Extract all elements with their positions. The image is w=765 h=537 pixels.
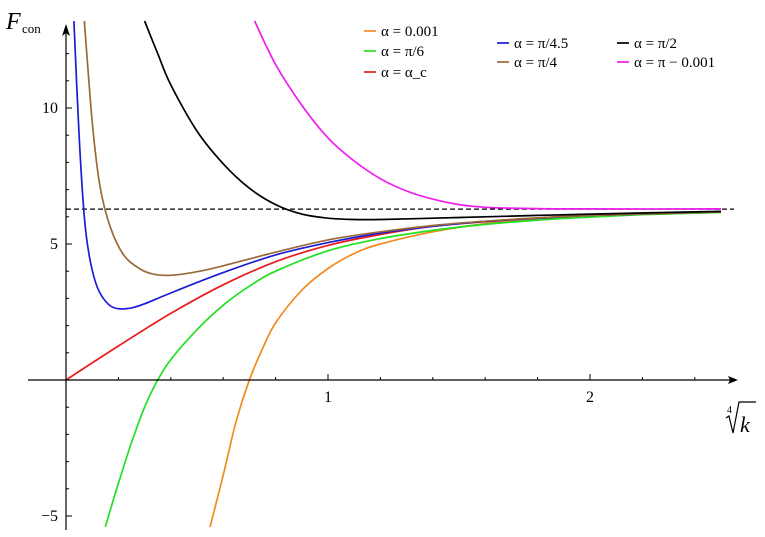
y-tick-label: 10 — [42, 100, 58, 117]
series-group — [65, 20, 722, 528]
legend-label: α = π/2 — [634, 36, 677, 52]
series-line-6 — [143, 20, 722, 221]
y-axis-label-subscript: con — [22, 21, 41, 36]
x-axis-label-index: 4 — [727, 405, 732, 416]
x-axis-arrow — [728, 376, 738, 384]
legend-label: α = π/6 — [381, 44, 425, 60]
legend: α = 0.001 α = π/6 α = α_c α = π/4.5 α = π/4 α… — [364, 24, 715, 81]
x-axis-label-radical — [725, 401, 756, 434]
series-line-7 — [253, 20, 722, 210]
legend-label: α = π/4 — [514, 55, 558, 71]
legend-label: α = π − 0.001 — [634, 55, 715, 71]
x-axis-label: 4 k — [725, 401, 756, 437]
x-axis-label-var: k — [740, 412, 751, 437]
y-axis-arrow — [62, 24, 70, 36]
x-tick-label: 2 — [586, 389, 594, 406]
y-axis-label: F — [5, 9, 21, 35]
axes — [28, 24, 738, 530]
x-tick-label: 1 — [324, 389, 332, 406]
legend-label: α = 0.001 — [381, 24, 439, 40]
legend-label: α = α_c — [381, 65, 427, 81]
legend-label: α = π/4.5 — [514, 36, 568, 52]
series-line-2 — [104, 211, 722, 528]
y-tick-label: −5 — [41, 508, 58, 525]
series-line-5 — [83, 20, 722, 277]
ticks: 1 2 −5 5 10 — [41, 53, 696, 525]
series-line-1 — [209, 211, 722, 528]
y-tick-label: 5 — [50, 236, 58, 253]
